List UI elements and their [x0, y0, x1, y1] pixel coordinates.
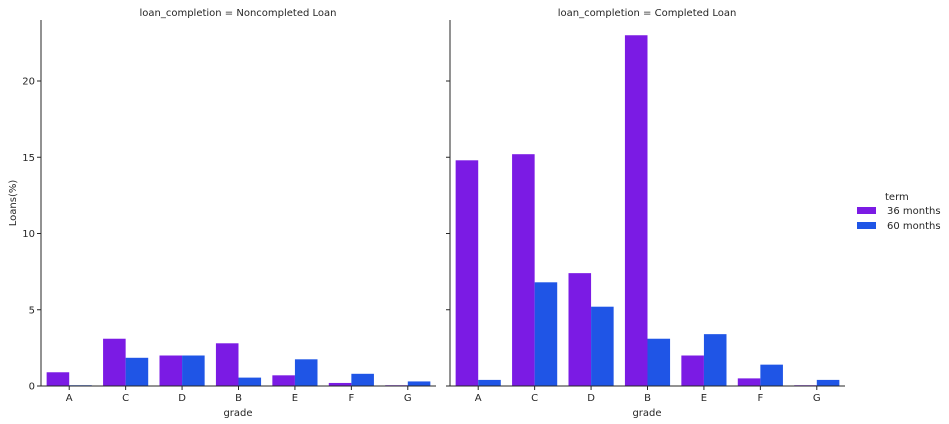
bar-1-36-months-A: [455, 160, 479, 386]
y-tick-label-0: 0: [29, 382, 35, 393]
x-axis-title-0: grade: [223, 408, 252, 419]
x-tick-label-0-C: C: [122, 393, 129, 404]
bar-1-36-months-E: [681, 355, 704, 386]
bar-0-36-months-A: [46, 372, 70, 386]
bar-1-60-months-B: [647, 338, 671, 386]
facet-title-0: loan_completion = Noncompleted Loan: [139, 8, 336, 19]
x-tick-label-0-B: B: [235, 393, 242, 404]
bar-0-60-months-B: [238, 377, 262, 386]
bar-0-36-months-F: [328, 382, 352, 386]
bar-0-60-months-D: [182, 355, 205, 386]
bar-0-36-months-D: [159, 355, 183, 386]
bar-0-60-months-E: [294, 359, 318, 386]
bar-1-36-months-C: [512, 154, 535, 386]
bar-1-60-months-E: [703, 334, 727, 386]
bar-1-60-months-D: [591, 306, 614, 386]
x-tick-label-1-F: F: [757, 393, 763, 404]
bar-1-36-months-B: [624, 35, 648, 386]
bar-0-36-months-B: [215, 343, 239, 386]
bar-0-60-months-C: [125, 357, 149, 386]
x-tick-label-0-A: A: [66, 393, 73, 404]
legend-label-36-months: 36 months: [887, 206, 941, 217]
bar-1-36-months-D: [568, 273, 592, 386]
x-tick-label-1-D: D: [587, 393, 595, 404]
bar-1-36-months-F: [737, 378, 761, 387]
y-axis-title: Loans(%): [8, 180, 19, 227]
x-tick-label-0-E: E: [292, 393, 298, 404]
bar-1-60-months-A: [478, 379, 501, 386]
x-axis-title-1: grade: [632, 408, 661, 419]
x-tick-label-1-C: C: [531, 393, 538, 404]
x-tick-label-0-G: G: [404, 393, 412, 404]
x-tick-label-1-G: G: [813, 393, 821, 404]
bar-0-36-months-C: [103, 338, 126, 386]
bar-0-36-months-E: [272, 375, 295, 386]
x-tick-label-0-F: F: [348, 393, 354, 404]
y-tick-label-15: 15: [22, 153, 35, 164]
x-tick-label-1-E: E: [701, 393, 707, 404]
bar-1-60-months-G: [816, 379, 840, 386]
x-tick-label-1-B: B: [644, 393, 651, 404]
legend-swatch-36-months: [857, 207, 876, 214]
legend-title: term: [885, 192, 909, 203]
y-tick-label-10: 10: [22, 229, 35, 240]
legend-label-60-months: 60 months: [887, 221, 941, 232]
x-tick-label-0-D: D: [178, 393, 186, 404]
facet-title-1: loan_completion = Completed Loan: [558, 8, 737, 19]
bar-0-60-months-F: [351, 373, 374, 386]
y-tick-label-5: 5: [29, 305, 35, 316]
bar-1-60-months-C: [534, 282, 558, 386]
bar-1-60-months-F: [760, 364, 783, 386]
x-tick-label-1-A: A: [475, 393, 482, 404]
bar-0-60-months-G: [407, 381, 431, 386]
y-tick-label-20: 20: [22, 77, 35, 88]
legend-swatch-60-months: [857, 222, 876, 229]
